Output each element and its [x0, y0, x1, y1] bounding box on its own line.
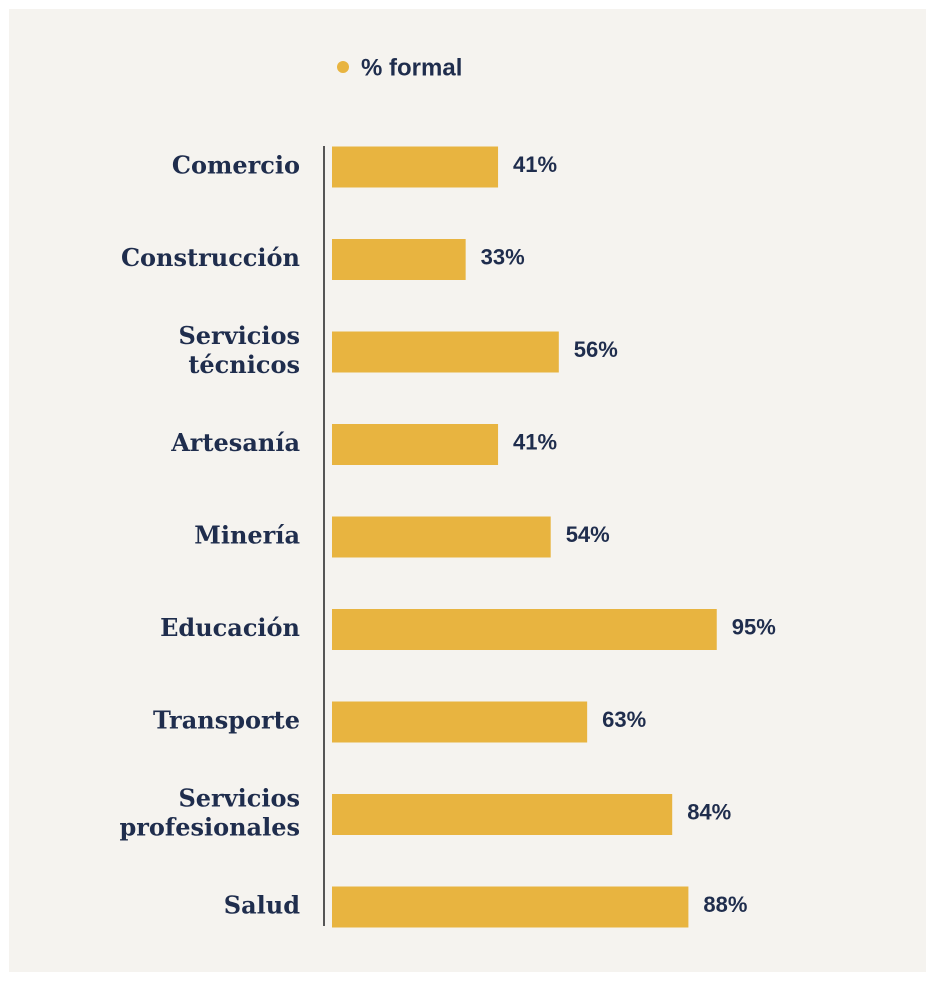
category-label: Comercio	[172, 151, 300, 180]
bar-chart: % formal 41% 33% 56% 41% 54% 95% 63% 84% 88% Com…	[119, 54, 776, 928]
value-label: 63%	[602, 707, 646, 732]
value-label: 84%	[687, 799, 731, 824]
category-label: técnicos	[188, 350, 300, 379]
bar	[332, 239, 466, 280]
legend: % formal	[337, 54, 462, 81]
value-labels-group: 41% 33% 56% 41% 54% 95% 63% 84% 88%	[481, 152, 776, 917]
bar	[332, 886, 689, 928]
bar	[332, 609, 717, 650]
value-label: 41%	[513, 152, 557, 177]
bar	[332, 331, 559, 373]
category-label: Educación	[160, 613, 300, 642]
category-label: Artesanía	[170, 428, 300, 457]
bar	[332, 424, 499, 465]
legend-label: % formal	[361, 54, 462, 81]
category-label: Transporte	[153, 706, 300, 735]
chart-panel: % formal 41% 33% 56% 41% 54% 95% 63% 84% 88% Com…	[9, 9, 926, 972]
legend-swatch	[337, 61, 349, 73]
category-label: profesionales	[119, 813, 300, 842]
bar	[332, 516, 551, 558]
bar	[332, 794, 673, 835]
category-labels-group: ComercioConstrucciónServiciostécnicosArt…	[119, 151, 300, 920]
value-label: 88%	[703, 892, 747, 917]
category-label: Construcción	[121, 243, 300, 272]
value-label: 33%	[481, 244, 525, 269]
category-label: Minería	[194, 521, 300, 550]
value-label: 54%	[566, 522, 610, 547]
bar	[332, 146, 499, 188]
category-label: Servicios	[178, 784, 300, 813]
category-label: Salud	[224, 891, 300, 920]
value-label: 95%	[732, 614, 776, 639]
bars-group	[332, 146, 717, 928]
bar	[332, 701, 588, 743]
category-label: Servicios	[178, 321, 300, 350]
value-label: 41%	[513, 429, 557, 454]
value-label: 56%	[574, 337, 618, 362]
